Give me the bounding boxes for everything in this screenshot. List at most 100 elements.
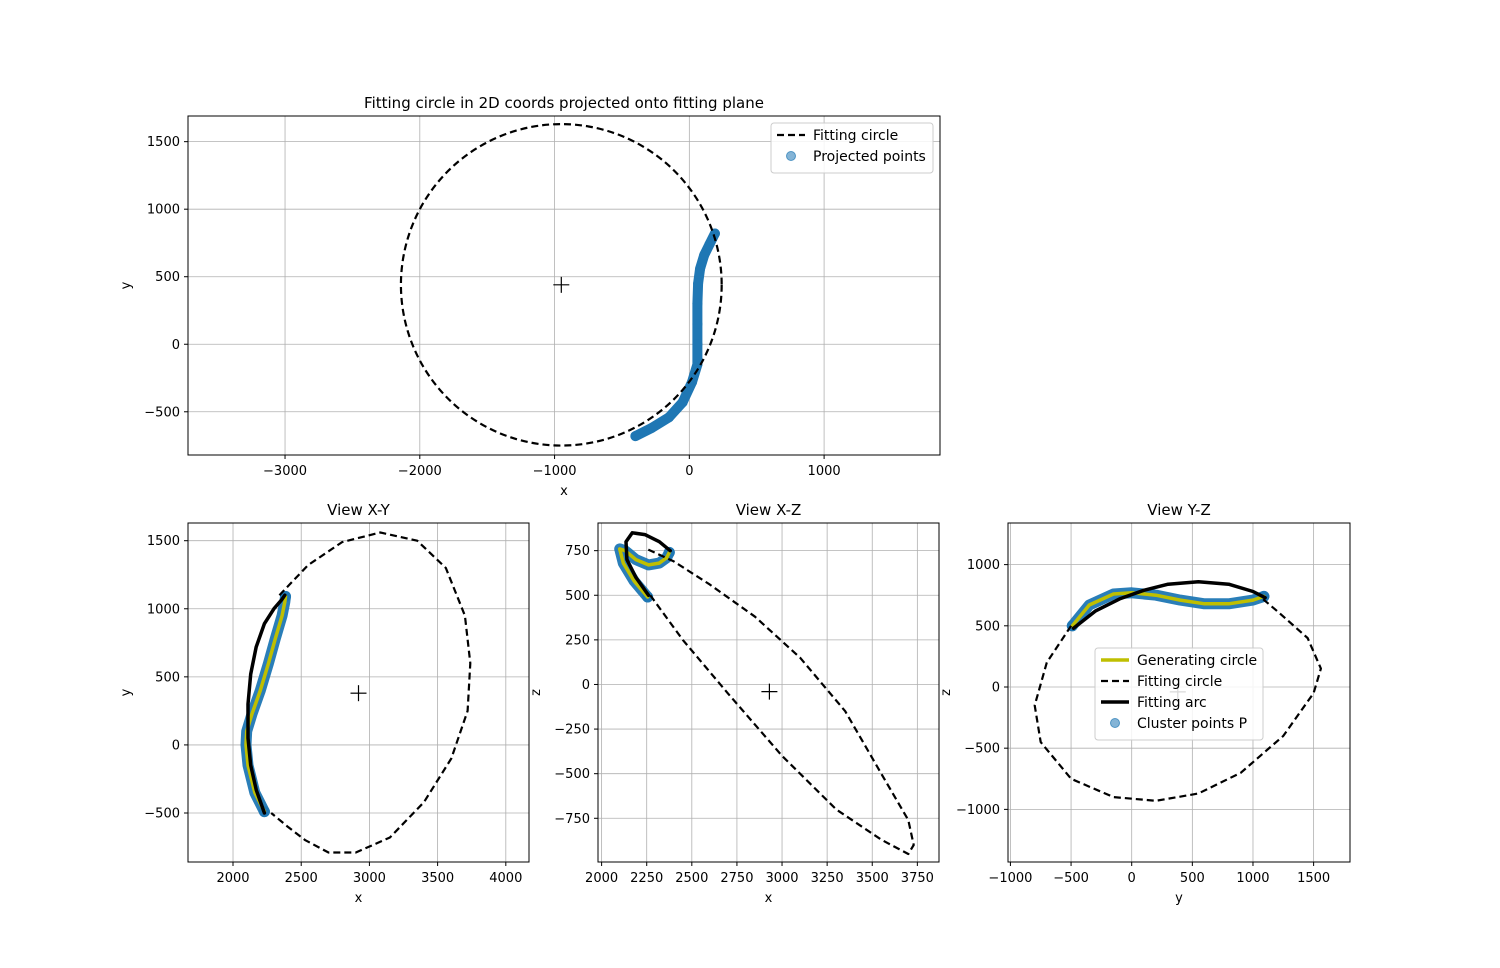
y-tick-label: 500 [565,589,590,604]
legend-label: Projected points [813,149,926,165]
y-tick-label: 0 [992,680,1000,695]
legend: Fitting circle Projected points [770,122,934,174]
projected-point [692,298,703,309]
x-tick-label: 0 [1128,871,1136,886]
y-tick-label: 500 [155,670,180,685]
legend-label: Cluster points P [1137,716,1247,732]
chart-panel-3: −1000 −500 0 500 1000 1500 −1000 −500 0 500 1000 y z… [939,501,1351,906]
x-tick-label: 3500 [856,871,889,886]
y-tick-label: 750 [565,544,590,559]
legend-box [1094,647,1264,741]
x-tick-label: −500 [1053,871,1089,886]
y-tick-label: 1000 [147,203,180,218]
axes-frame [1007,522,1351,863]
x-tick-label: 1500 [1297,871,1330,886]
projected-point [630,431,641,442]
legend-marker [786,151,796,161]
y-tick-label: 250 [565,633,590,648]
x-tick-label: 3750 [901,871,934,886]
chart-title: View Y-Z [1147,501,1210,519]
x-tick-label: 2250 [630,871,663,886]
x-axis-label: x [560,484,568,499]
y-tick-label: 1500 [147,534,180,549]
y-tick-label: 1000 [967,558,1000,573]
y-tick-label: −500 [144,405,180,420]
x-tick-label: 3500 [421,871,454,886]
y-tick-label: −1000 [956,803,1000,818]
data-layer [1033,579,1322,802]
x-tick-label: −2000 [398,464,442,479]
x-tick-label: 2750 [720,871,753,886]
fitting-circle [399,123,723,447]
x-tick-label: 2000 [216,871,249,886]
x-tick-label: 2000 [585,871,618,886]
legend-label: Fitting arc [1137,695,1207,711]
projected-points [630,228,720,442]
y-tick-label: −500 [554,767,590,782]
data-layer [240,531,472,854]
y-tick-label: 500 [155,270,180,285]
legend-box [770,122,934,174]
y-tick-label: 500 [975,619,1000,634]
y-tick-label: −500 [964,742,1000,757]
data-layer [614,531,915,856]
x-tick-label: −1000 [533,464,577,479]
y-tick-label: 1500 [147,135,180,150]
x-tick-label: 2500 [285,871,318,886]
chart-panel-2: 2000 2250 2500 2750 3000 3250 3500 3750−750−500… [529,501,940,906]
axes-frame [187,522,530,863]
x-tick-label: 4000 [489,871,522,886]
chart-panel-0: −3000 −2000 −1000 0 1000 −500 0 500 1000 1500 x y Fi… [119,94,941,499]
x-tick-label: −1000 [988,871,1032,886]
fitting-circle [270,531,472,854]
y-tick-label: 0 [172,738,180,753]
chart-title: View X-Z [736,501,802,519]
x-tick-label: 1000 [808,464,841,479]
x-tick-label: 0 [685,464,693,479]
projected-point [646,422,657,433]
y-axis-label: y [119,688,134,696]
projected-point [692,339,703,350]
x-tick-label: 500 [1180,871,1205,886]
projected-point [692,359,703,370]
projected-point [704,239,715,250]
x-tick-label: −3000 [263,464,307,479]
x-tick-label: 3000 [765,871,798,886]
fitting-circle [646,547,915,856]
projected-point [693,278,704,289]
axes-frame [187,115,941,456]
y-axis-label: z [529,689,544,696]
x-axis-label: y [1175,891,1183,906]
data-layer [399,123,723,447]
fitting-circle [1033,598,1322,802]
y-tick-label: 0 [172,338,180,353]
projected-point [699,250,710,261]
y-axis-label: z [939,689,954,696]
y-tick-label: −500 [144,806,180,821]
y-tick-label: −250 [554,723,590,738]
y-tick-label: −750 [554,812,590,827]
legend-label: Generating circle [1137,653,1257,669]
projected-point [692,318,703,329]
generating-circle [244,594,288,814]
legend-label: Fitting circle [1137,674,1222,690]
x-tick-label: 3250 [811,871,844,886]
fitting-arc [624,531,672,598]
legend-label: Fitting circle [813,128,898,144]
x-tick-label: 1000 [1236,871,1269,886]
legend-marker [1110,718,1120,728]
x-tick-label: 2500 [675,871,708,886]
x-axis-label: x [765,891,773,906]
projected-point [695,263,706,274]
x-axis-label: x [355,891,363,906]
chart-title: View X-Y [327,501,391,519]
projected-point [677,397,688,408]
chart-panel-1: 2000 2500 3000 3500 4000 −500 0 500 1000 1500 x y Vi… [119,501,530,906]
projected-point [664,412,675,423]
y-tick-label: 1000 [147,602,180,617]
generating-circle [617,547,672,599]
legend: Generating circle Fitting circle Fitting a… [1094,647,1264,741]
y-axis-label: y [119,281,134,289]
y-tick-label: 0 [582,678,590,693]
